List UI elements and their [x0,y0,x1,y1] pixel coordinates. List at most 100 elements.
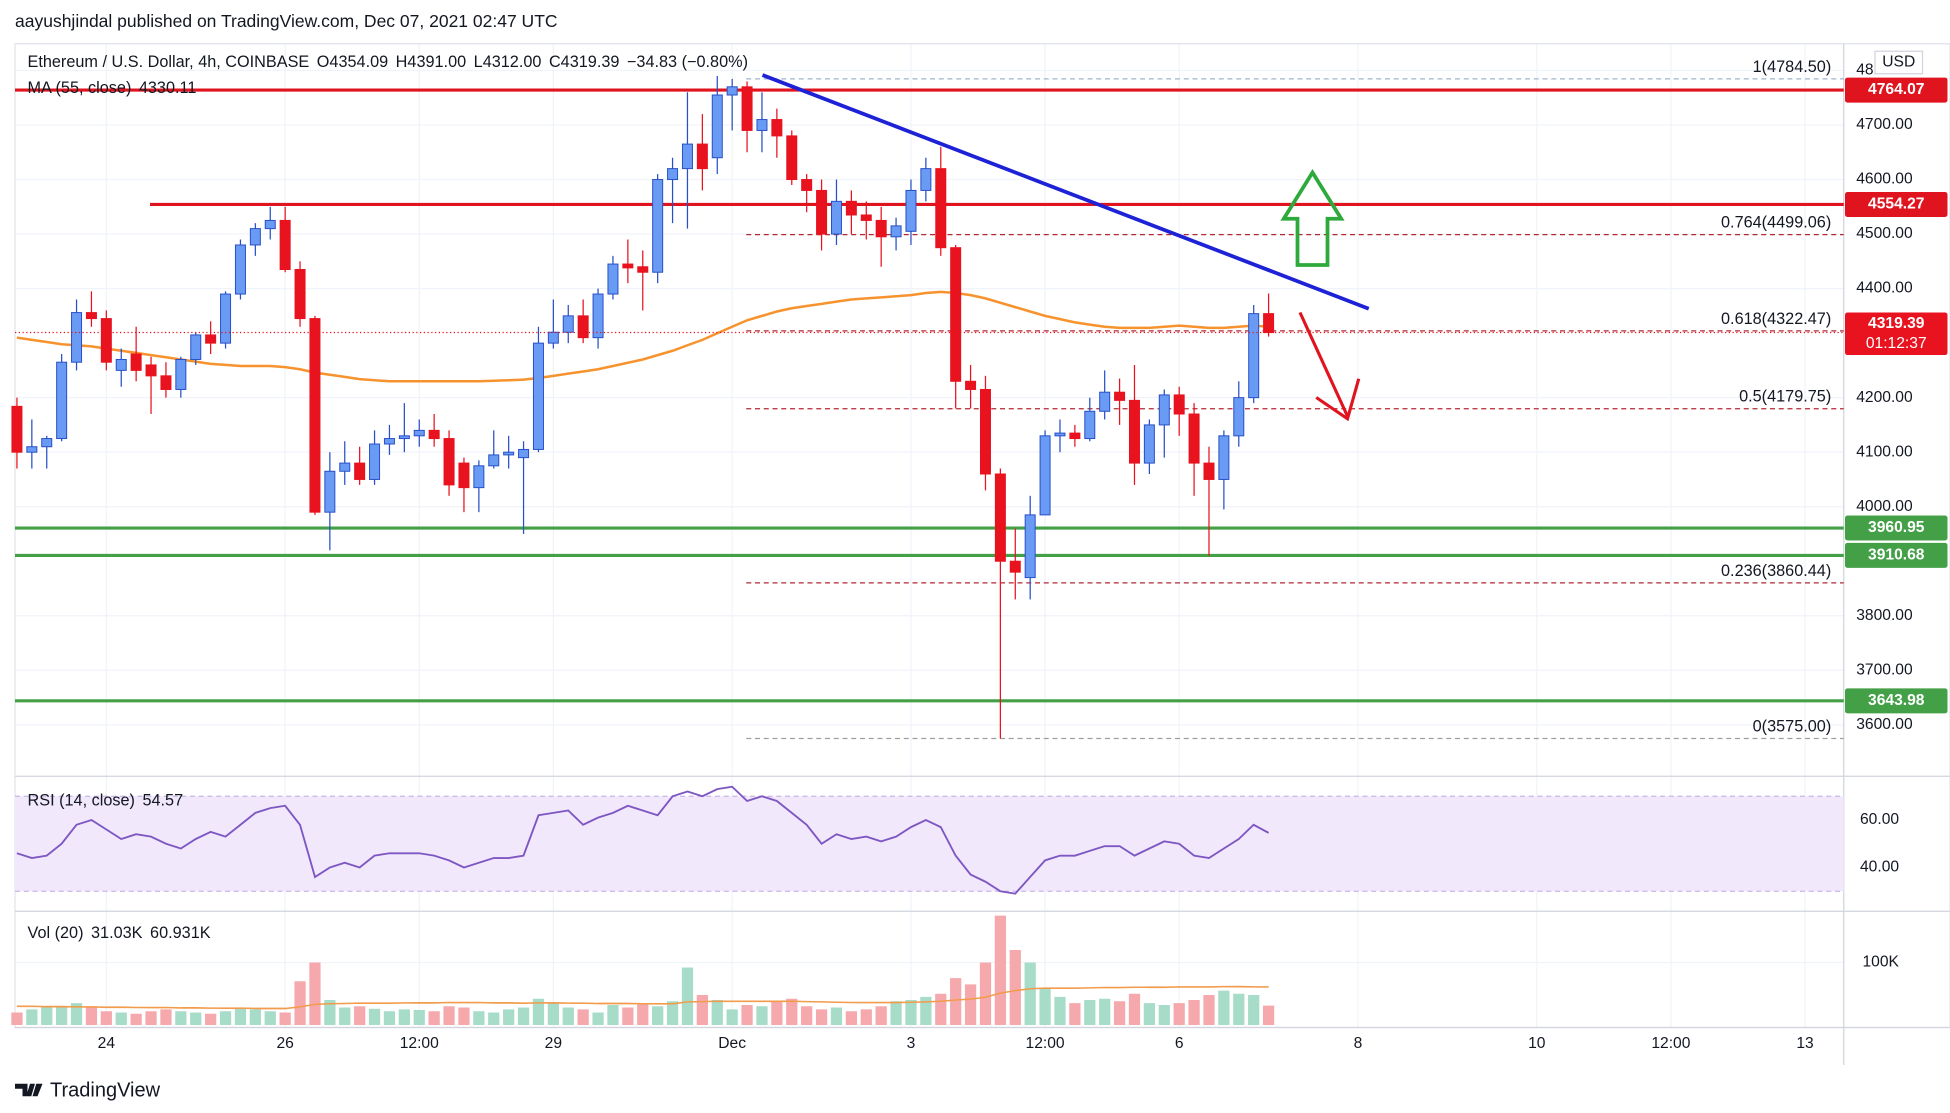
volume-bar [532,998,545,1025]
x-tick-label: 10 [1528,1035,1546,1052]
volume-legend: Vol (20) [28,924,84,942]
volume-bar [1113,1001,1126,1025]
volume-bar [115,1012,127,1025]
candle-body [398,435,410,440]
volume-bar [383,1011,396,1025]
volume-bar [70,1003,83,1025]
volume-bar [190,1012,202,1025]
volume-bar [1218,990,1230,1025]
volume-bar [1143,1003,1156,1025]
level-price-box [1845,515,1948,541]
y-tick-label: 4100.00 [1856,443,1913,460]
candle-body [41,438,53,448]
candle-body [190,334,202,360]
up-arrow [1280,168,1345,267]
volume-bar [1039,987,1051,1025]
candle-body [1039,435,1051,516]
volume-bar [801,1006,813,1025]
candle-body [577,315,589,339]
volume-bar [443,1006,455,1025]
candle-body [428,429,440,440]
candle-body [1173,394,1185,415]
candle-body [473,465,485,489]
volume-bar [741,1005,753,1025]
candle-body [816,189,828,235]
volume-bar [950,978,962,1025]
candle-body [85,312,97,320]
candle-body [890,225,902,238]
volume-bar [11,1012,23,1025]
y-tick-label: 4600.00 [1856,171,1913,188]
candle-body [354,462,366,480]
candle-body [1024,514,1036,579]
level-price-box [1845,688,1948,714]
x-tick-label: 29 [545,1035,562,1052]
candle-body [130,353,142,371]
volume-bar [1069,1003,1081,1025]
level-price-label: 3643.98 [1868,692,1925,709]
volume-bar [473,1011,485,1025]
fib-label: 0.236(3860.44) [1721,562,1831,580]
rsi-legend: RSI (14, close) [28,792,135,810]
candle-body [860,214,872,221]
volume-bar [577,1009,589,1025]
candle-body [205,334,217,344]
volume-ma-line [16,985,1269,1010]
volume-bar [830,1007,843,1025]
volume-bar [979,962,992,1025]
candle-body [1188,413,1200,464]
volume-bar [130,1013,142,1025]
publish-header: aayushjindal published on TradingView.co… [15,11,558,31]
x-tick-label: 3 [907,1035,916,1052]
candle-body [100,318,112,363]
y-tick-label: 4000.00 [1856,498,1913,515]
volume-bar [652,1006,664,1025]
volume-bar [935,993,947,1025]
volume-bar [1262,1005,1275,1025]
volume-bar [860,1009,872,1025]
down-arrow [1298,311,1361,422]
volume-bar [1248,995,1260,1025]
candle-body [175,358,187,390]
candle-body [220,293,232,344]
ma-line [16,290,1269,383]
volume-bar [1024,962,1036,1025]
ohlc-low: L4312.00 [474,53,542,71]
candle-body [845,200,857,216]
x-tick-label: 12:00 [400,1035,439,1052]
y-tick-label: 3800.00 [1856,607,1913,624]
volume-bar [234,1007,247,1025]
volume-bar [681,967,694,1025]
volume-bar [264,1011,276,1025]
volume-bar [756,1006,768,1025]
volume-bar [1233,993,1245,1025]
candle-body [443,438,455,486]
volume-bar [920,996,932,1025]
volume-bar [205,1013,217,1025]
volume-bar [964,984,977,1025]
volume-bar [905,1000,917,1025]
candle-body [115,358,127,371]
candle-body [979,388,991,475]
candle-body [622,263,634,269]
candle-body [1233,397,1245,437]
logo-mark [15,1083,43,1097]
candle-body [830,200,842,235]
candle-body [1263,313,1275,334]
rsi-line [16,785,1270,895]
y-tick-label: 4500.00 [1856,225,1913,242]
candle-body [503,451,515,456]
unit-label: USD [1882,54,1915,71]
volume-bar [324,1000,336,1025]
rsi-band [15,796,1844,892]
candle-body [413,429,425,437]
candle-body [965,380,977,390]
level-price-label: 3960.95 [1868,519,1925,536]
volume-bar [249,1009,261,1025]
candle-body [547,331,559,344]
rsi-legend-value: 54.57 [142,792,183,810]
candle-body [994,473,1006,562]
volume-bar [845,1011,857,1025]
candle-body [234,244,246,295]
candle-body [249,228,261,246]
